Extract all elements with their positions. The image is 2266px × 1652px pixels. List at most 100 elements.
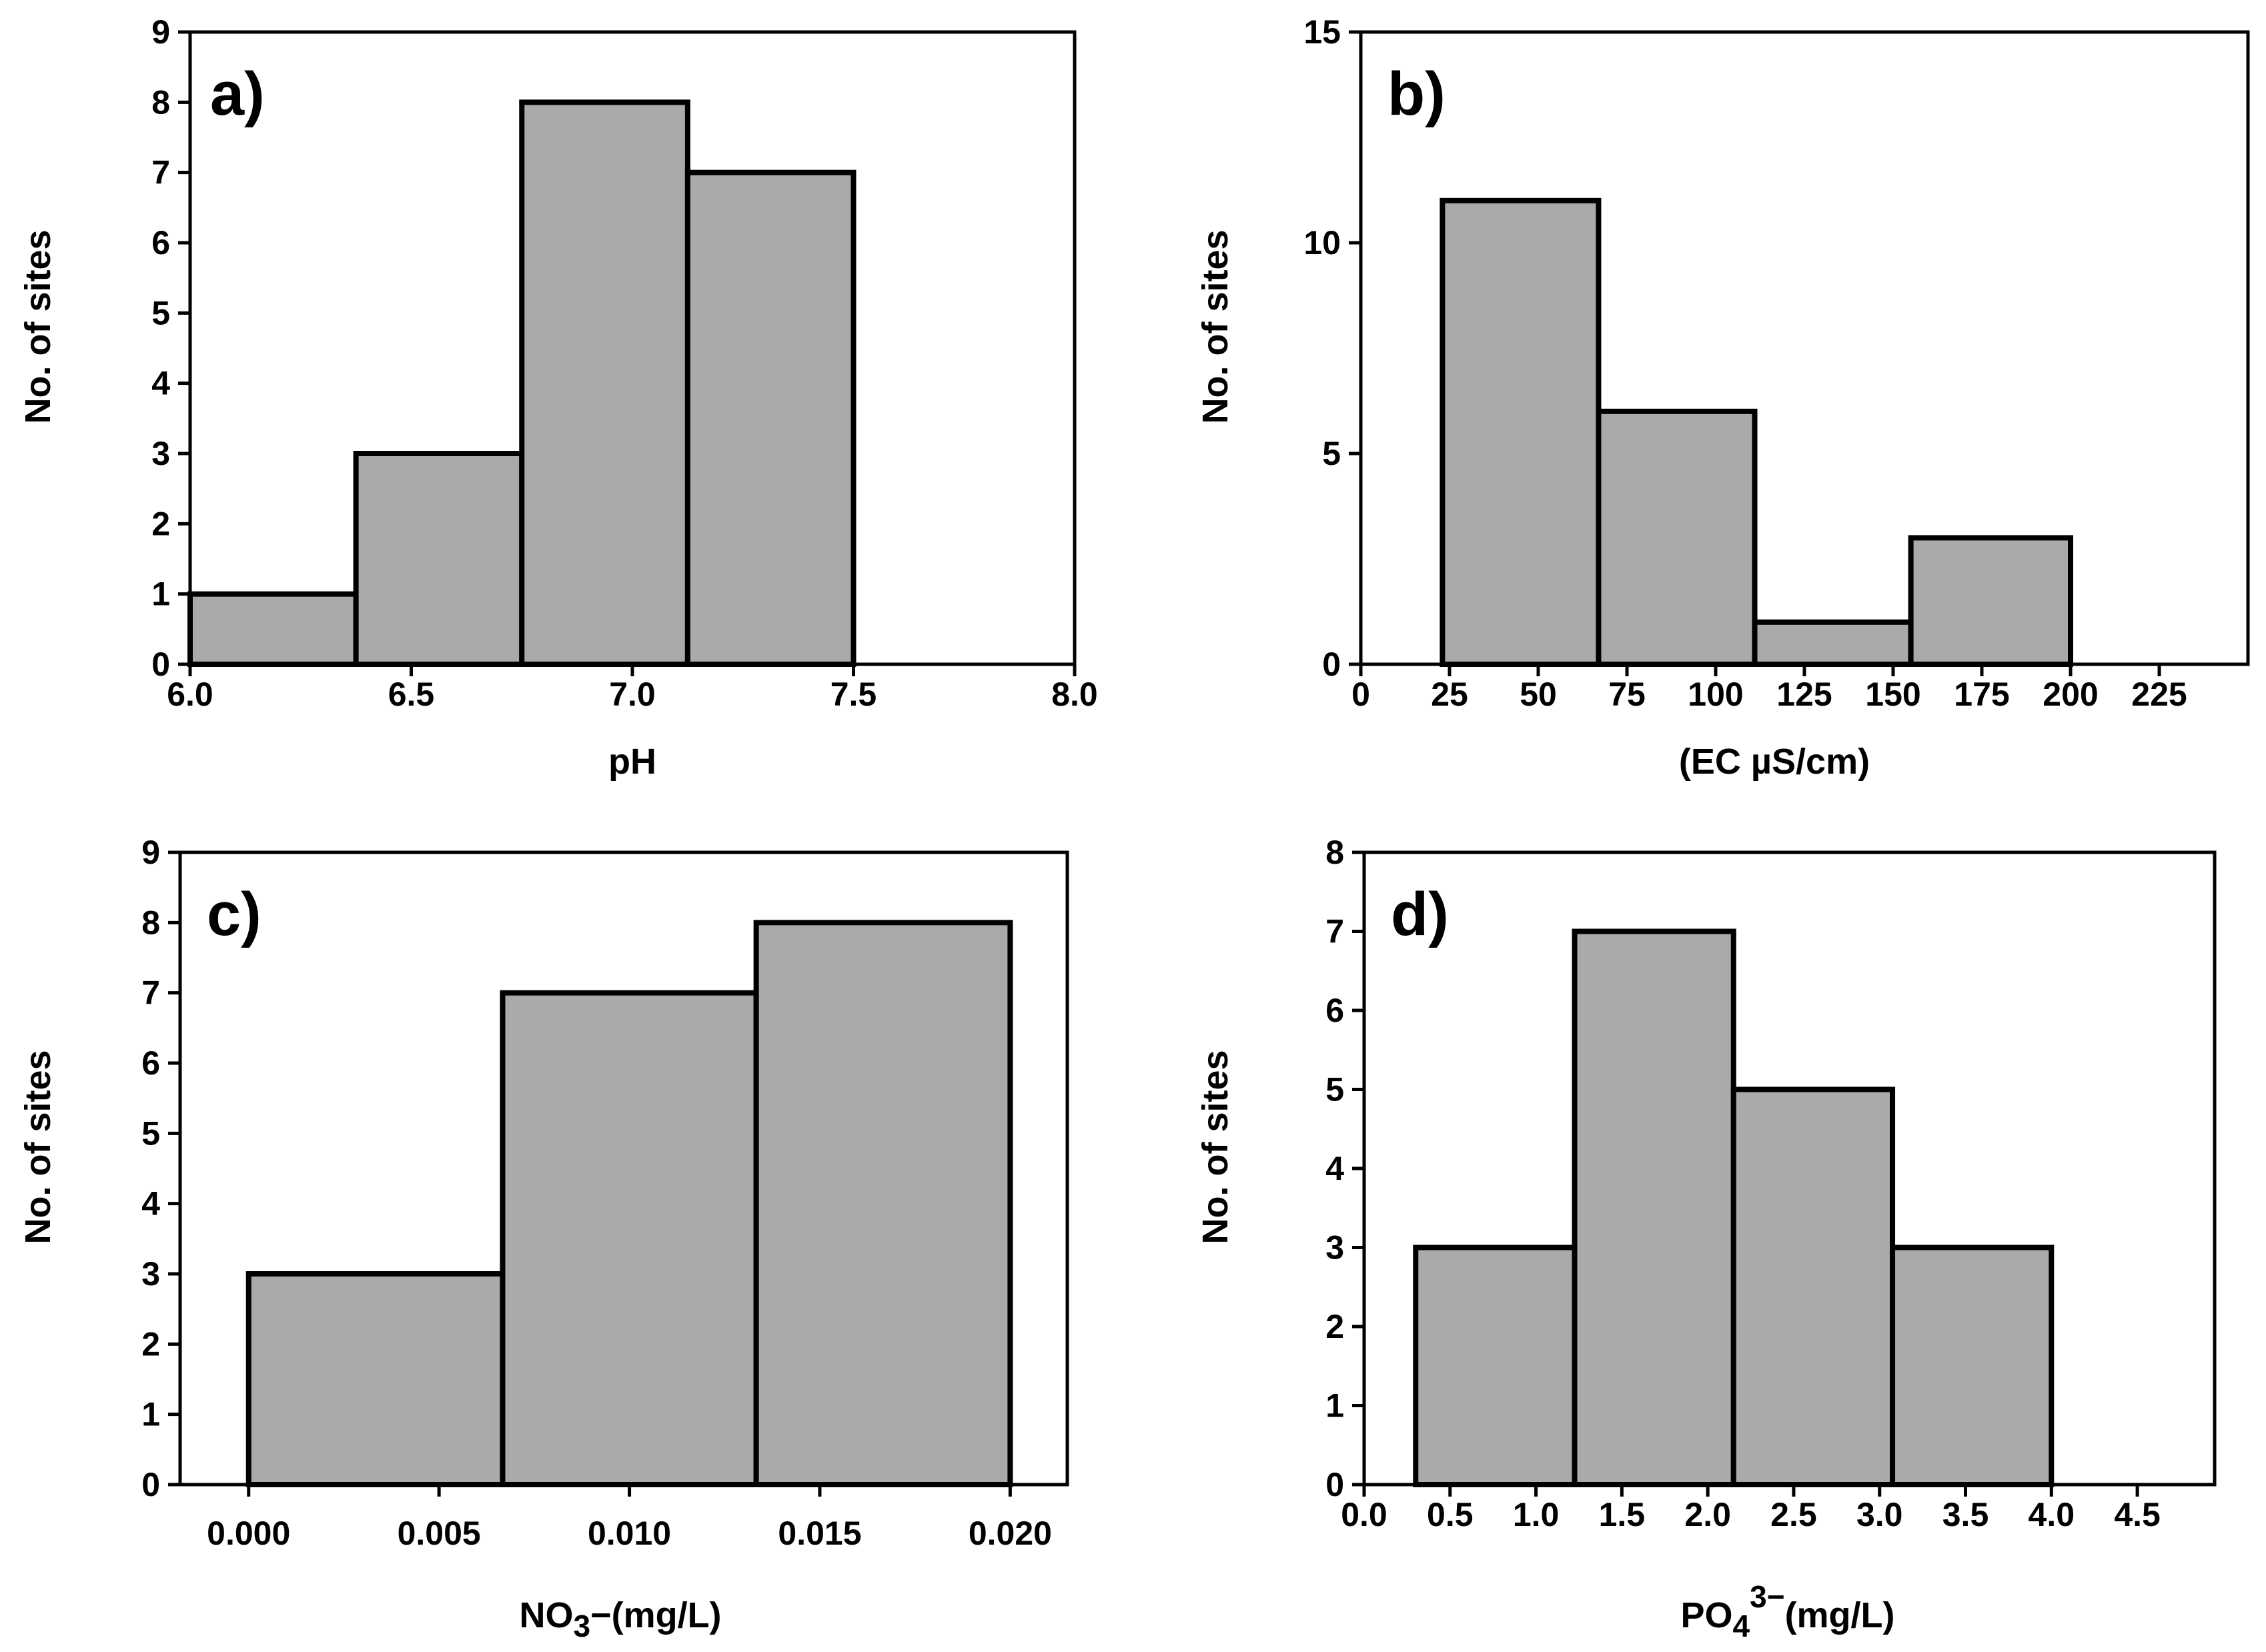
x-tick-label: 3.0 [1856, 1496, 1903, 1533]
histogram-bar [1596, 408, 1758, 667]
x-tick-label: 2.0 [1684, 1496, 1731, 1533]
x-tick-label: 1.5 [1599, 1496, 1646, 1533]
y-tick-label: 1 [1325, 1387, 1344, 1425]
y-tick-label: 0 [151, 646, 170, 683]
x-axis-title-rest: (mg/L) [1785, 1595, 1895, 1635]
y-tick-label: 7 [141, 974, 160, 1012]
y-tick-label: 1 [141, 1396, 160, 1433]
y-tick-label: 5 [1325, 1071, 1344, 1108]
y-axis-title: No. of sites [1195, 229, 1235, 424]
histogram-bar [1572, 928, 1736, 1487]
x-tick-label: 0.010 [588, 1515, 671, 1552]
panel-nitrate-histogram: 0 1 2 3 4 5 6 7 8 9 0.000 0.005 0.010 0.015 0.020 c) N… [18, 834, 1069, 1643]
y-tick-label: 1 [151, 576, 170, 613]
x-axis-title-subscript: 3 [573, 1609, 590, 1643]
panel-ph-histogram: 0 1 2 3 4 5 6 7 8 9 6.0 6.5 7.0 7.5 8.0 a) pH No. of s… [18, 13, 1098, 782]
x-tick-label: 7.5 [830, 676, 877, 713]
x-axis-title: pH [608, 742, 656, 782]
x-tick-label: 4.0 [2029, 1496, 2075, 1533]
y-tick-label: 15 [1303, 13, 1341, 51]
x-tick-label: 150 [1865, 676, 1920, 713]
x-tick-label: 7.0 [609, 676, 656, 713]
y-tick-label: 6 [141, 1044, 160, 1082]
x-tick-label: 0.005 [398, 1515, 481, 1552]
y-tick-label: 2 [151, 505, 170, 542]
y-tick-label: 3 [151, 435, 170, 472]
histogram-bar [1890, 1245, 2055, 1487]
y-tick-label: 5 [141, 1114, 160, 1152]
y-tick-label: 8 [151, 83, 170, 121]
plot-frame [188, 30, 1077, 666]
y-tick-label: 3 [141, 1255, 160, 1293]
histogram-bar [500, 990, 759, 1487]
y-tick-label: 8 [1325, 834, 1344, 871]
y-tick-label: 5 [151, 294, 170, 331]
x-axis-title: (EC µS/cm) [1679, 742, 1870, 782]
x-tick-label: 0.000 [207, 1515, 290, 1552]
x-axis-title-superscript: 3− [1750, 1579, 1784, 1614]
histogram-bar [684, 169, 857, 667]
y-tick-label: 2 [1325, 1308, 1344, 1345]
y-tick-label: 7 [1325, 913, 1344, 950]
x-axis-title-main: NO [519, 1595, 573, 1635]
histogram-bar [187, 591, 359, 668]
y-tick-label: 4 [151, 365, 170, 402]
x-tick-label: 0 [1351, 676, 1370, 713]
plot-frame [1362, 850, 2217, 1487]
x-tick-label: 100 [1688, 676, 1743, 713]
x-tick-label: 0.5 [1427, 1496, 1474, 1533]
x-tick-label: 75 [1608, 676, 1646, 713]
x-tick-label: 50 [1520, 676, 1557, 713]
x-axis-title: PO43−(mg/L) [1680, 1579, 1894, 1643]
y-tick-label: 9 [151, 13, 170, 51]
x-tick-label: 4.5 [2114, 1496, 2161, 1533]
y-tick-label: 6 [1325, 992, 1344, 1029]
histogram-bar [1908, 535, 2074, 668]
panel-label: c) [207, 880, 261, 948]
y-tick-label: 4 [141, 1185, 160, 1222]
y-tick-label: 0 [1322, 646, 1341, 683]
x-tick-label: 8.0 [1051, 676, 1098, 713]
y-tick-label: 2 [141, 1325, 160, 1363]
histogram-bar [1413, 1245, 1578, 1487]
y-tick-label: 9 [141, 834, 160, 871]
plot-frame [1359, 30, 2250, 666]
y-tick-label: 0 [141, 1466, 160, 1503]
x-tick-label: 1.0 [1513, 1496, 1560, 1533]
y-axis-title: No. of sites [18, 229, 58, 424]
x-tick-label: 25 [1431, 676, 1468, 713]
histogram-bar [519, 99, 690, 668]
x-tick-label: 6.5 [388, 676, 435, 713]
y-tick-label: 7 [151, 154, 170, 191]
y-tick-label: 6 [151, 224, 170, 261]
x-tick-label: 175 [1954, 676, 2009, 713]
y-tick-label: 5 [1322, 435, 1341, 472]
x-tick-label: 3.5 [1942, 1496, 1989, 1533]
panel-label: b) [1387, 60, 1446, 128]
y-tick-label: 3 [1325, 1229, 1344, 1267]
histogram-bar [245, 1271, 506, 1487]
x-tick-label: 6.0 [167, 676, 213, 713]
histogram-bar [1730, 1086, 1896, 1487]
y-axis-title: No. of sites [1195, 1050, 1235, 1244]
panel-label: a) [210, 60, 265, 128]
histogram-bar [1752, 619, 1914, 667]
histogram-bar [1440, 197, 1602, 667]
x-tick-label: 2.5 [1770, 1496, 1817, 1533]
y-tick-label: 0 [1325, 1466, 1344, 1503]
x-axis-title-rest: −(mg/L) [590, 1595, 722, 1635]
x-axis-title: NO3−(mg/L) [519, 1595, 721, 1643]
histogram-bar [353, 451, 525, 667]
x-axis-title-main: PO [1680, 1595, 1732, 1635]
x-tick-label: 225 [2131, 676, 2187, 713]
x-tick-label: 200 [2043, 676, 2098, 713]
x-tick-label: 125 [1776, 676, 1832, 713]
panel-label: d) [1391, 880, 1449, 948]
x-tick-label: 0.0 [1341, 1496, 1387, 1533]
x-tick-label: 0.015 [778, 1515, 861, 1552]
x-axis-title-subscript: 4 [1733, 1609, 1750, 1643]
y-tick-label: 10 [1303, 224, 1341, 261]
